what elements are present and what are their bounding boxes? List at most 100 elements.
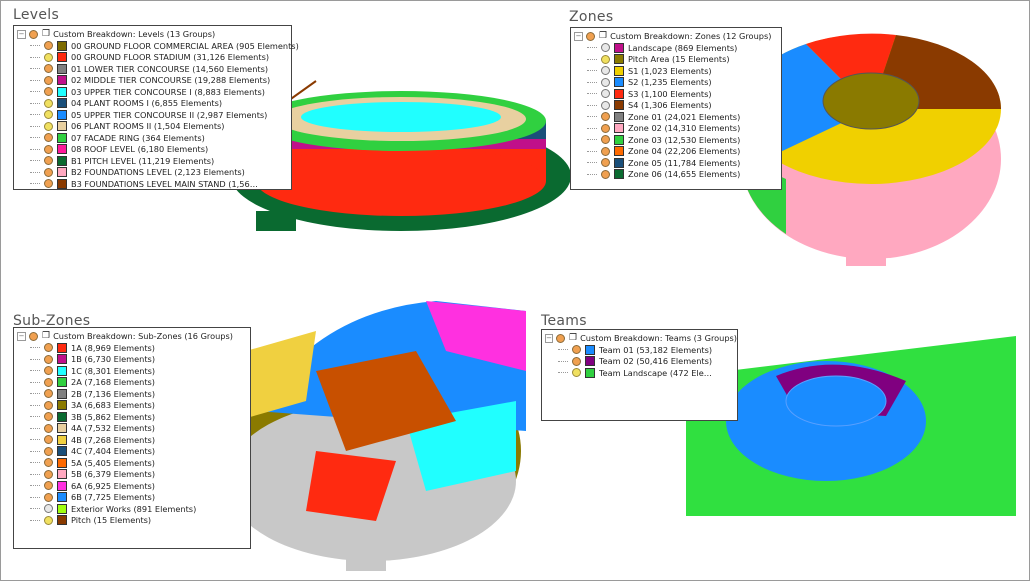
visibility-dot-icon[interactable] xyxy=(44,75,53,85)
visibility-dot-icon[interactable] xyxy=(572,356,581,366)
visibility-dot-icon[interactable] xyxy=(44,469,53,479)
visibility-dot-icon[interactable] xyxy=(44,458,53,468)
visibility-dot-icon[interactable] xyxy=(44,446,53,456)
visibility-dot-icon[interactable] xyxy=(601,66,610,76)
tree-item[interactable]: Team Landscape (472 Ele… xyxy=(558,367,737,379)
tree-item[interactable]: Team 01 (53,182 Elements) xyxy=(558,344,737,356)
tree-item[interactable]: Zone 02 (14,310 Elements) xyxy=(587,123,781,135)
visibility-dot-icon[interactable] xyxy=(44,400,53,410)
tree-item[interactable]: Zone 04 (22,206 Elements) xyxy=(587,146,781,158)
visibility-dot-icon[interactable] xyxy=(572,345,581,355)
collapse-icon[interactable]: − xyxy=(17,331,26,341)
visibility-dot-icon[interactable] xyxy=(44,343,53,353)
tree-item[interactable]: 04 PLANT ROOMS I (6,855 Elements) xyxy=(30,98,291,110)
visibility-dot-icon[interactable] xyxy=(601,54,610,64)
tree-item[interactable]: 3A (6,683 Elements) xyxy=(30,400,250,412)
visibility-dot-icon[interactable] xyxy=(44,87,53,97)
visibility-dot-icon[interactable] xyxy=(44,366,53,376)
tree-item[interactable]: Zone 05 (11,784 Elements) xyxy=(587,157,781,169)
visibility-dot-icon[interactable] xyxy=(601,100,610,110)
visibility-dot-icon[interactable] xyxy=(586,31,595,41)
visibility-dot-icon[interactable] xyxy=(44,377,53,387)
collapse-icon[interactable]: − xyxy=(574,31,583,41)
visibility-dot-icon[interactable] xyxy=(44,156,53,166)
tree-item[interactable]: S3 (1,100 Elements) xyxy=(587,88,781,100)
visibility-dot-icon[interactable] xyxy=(44,133,53,143)
visibility-dot-icon[interactable] xyxy=(29,331,38,341)
tree-item[interactable]: B2 FOUNDATIONS LEVEL (2,123 Elements) xyxy=(30,167,291,179)
tree-item[interactable]: 03 UPPER TIER CONCOURSE I (8,883 Element… xyxy=(30,86,291,98)
visibility-dot-icon[interactable] xyxy=(44,423,53,433)
tree-item[interactable]: 3B (5,862 Elements) xyxy=(30,411,250,423)
tree-item[interactable]: 4B (7,268 Elements) xyxy=(30,434,250,446)
visibility-dot-icon[interactable] xyxy=(44,492,53,502)
tree-item[interactable]: 01 LOWER TIER CONCOURSE (14,560 Elements… xyxy=(30,63,291,75)
visibility-dot-icon[interactable] xyxy=(601,135,610,145)
tree-item[interactable]: 08 ROOF LEVEL (6,180 Elements) xyxy=(30,144,291,156)
tree-item[interactable]: S1 (1,023 Elements) xyxy=(587,65,781,77)
visibility-dot-icon[interactable] xyxy=(44,435,53,445)
tree-item[interactable]: Zone 01 (24,021 Elements) xyxy=(587,111,781,123)
visibility-dot-icon[interactable] xyxy=(44,389,53,399)
tree-item[interactable]: 6A (6,925 Elements) xyxy=(30,480,250,492)
visibility-dot-icon[interactable] xyxy=(601,77,610,87)
tree-item[interactable]: 2B (7,136 Elements) xyxy=(30,388,250,400)
tree-root[interactable]: − ❐ Custom Breakdown: Sub-Zones (16 Groups… xyxy=(17,330,250,342)
visibility-dot-icon[interactable] xyxy=(556,333,565,343)
visibility-dot-icon[interactable] xyxy=(44,179,53,189)
visibility-dot-icon[interactable] xyxy=(44,504,53,514)
visibility-dot-icon[interactable] xyxy=(44,412,53,422)
tree-item[interactable]: 1B (6,730 Elements) xyxy=(30,354,250,366)
tree-item[interactable]: 00 GROUND FLOOR STADIUM (31,126 Elements… xyxy=(30,52,291,64)
tree-item[interactable]: Team 02 (50,416 Elements) xyxy=(558,356,737,368)
visibility-dot-icon[interactable] xyxy=(44,110,53,120)
visibility-dot-icon[interactable] xyxy=(44,52,53,62)
tree-item[interactable]: 4C (7,404 Elements) xyxy=(30,446,250,458)
visibility-dot-icon[interactable] xyxy=(44,515,53,525)
tree-item[interactable]: 02 MIDDLE TIER CONCOURSE (19,288 Element… xyxy=(30,75,291,87)
tree-item[interactable]: Zone 06 (14,655 Elements) xyxy=(587,169,781,181)
visibility-dot-icon[interactable] xyxy=(44,64,53,74)
visibility-dot-icon[interactable] xyxy=(601,146,610,156)
visibility-dot-icon[interactable] xyxy=(601,158,610,168)
visibility-dot-icon[interactable] xyxy=(44,144,53,154)
tree-root[interactable]: − ❐ Custom Breakdown: Levels (13 Groups) xyxy=(17,28,291,40)
visibility-dot-icon[interactable] xyxy=(601,43,610,53)
visibility-dot-icon[interactable] xyxy=(44,167,53,177)
visibility-dot-icon[interactable] xyxy=(44,41,53,51)
visibility-dot-icon[interactable] xyxy=(44,481,53,491)
tree-item[interactable]: 05 UPPER TIER CONCOURSE II (2,987 Elemen… xyxy=(30,109,291,121)
tree-item[interactable]: 6B (7,725 Elements) xyxy=(30,492,250,504)
tree-item[interactable]: S4 (1,306 Elements) xyxy=(587,100,781,112)
tree-item[interactable]: 1C (8,301 Elements) xyxy=(30,365,250,377)
tree-item[interactable]: Landscape (869 Elements) xyxy=(587,42,781,54)
tree-item[interactable]: B3 FOUNDATIONS LEVEL MAIN STAND (1,56… xyxy=(30,178,291,190)
tree-item[interactable]: 00 GROUND FLOOR COMMERCIAL AREA (905 Ele… xyxy=(30,40,299,52)
tree-item[interactable]: 07 FACADE RING (364 Elements) xyxy=(30,132,291,144)
tree-item[interactable]: Pitch (15 Elements) xyxy=(30,515,250,527)
tree-item[interactable]: Zone 03 (12,530 Elements) xyxy=(587,134,781,146)
visibility-dot-icon[interactable] xyxy=(601,169,610,179)
visibility-dot-icon[interactable] xyxy=(44,354,53,364)
collapse-icon[interactable]: − xyxy=(545,333,553,343)
tree-item[interactable]: S2 (1,235 Elements) xyxy=(587,77,781,89)
tree-item[interactable]: B1 PITCH LEVEL (11,219 Elements) xyxy=(30,155,291,167)
collapse-icon[interactable]: − xyxy=(17,29,26,39)
tree-item[interactable]: 2A (7,168 Elements) xyxy=(30,377,250,389)
tree-item[interactable]: 06 PLANT ROOMS II (1,504 Elements) xyxy=(30,121,291,133)
tree-root[interactable]: − ❐ Custom Breakdown: Zones (12 Groups) xyxy=(574,30,781,42)
tree-item[interactable]: Pitch Area (15 Elements) xyxy=(587,54,781,66)
visibility-dot-icon[interactable] xyxy=(601,112,610,122)
visibility-dot-icon[interactable] xyxy=(29,29,38,39)
tree-item[interactable]: 5A (5,405 Elements) xyxy=(30,457,250,469)
visibility-dot-icon[interactable] xyxy=(601,89,610,99)
tree-item[interactable]: 5B (6,379 Elements) xyxy=(30,469,250,481)
tree-root[interactable]: − ❐ Custom Breakdown: Teams (3 Groups) xyxy=(545,332,737,344)
visibility-dot-icon[interactable] xyxy=(44,121,53,131)
visibility-dot-icon[interactable] xyxy=(44,98,53,108)
visibility-dot-icon[interactable] xyxy=(601,123,610,133)
tree-item[interactable]: 4A (7,532 Elements) xyxy=(30,423,250,435)
tree-item[interactable]: Exterior Works (891 Elements) xyxy=(30,503,250,515)
visibility-dot-icon[interactable] xyxy=(572,368,581,378)
tree-item[interactable]: 1A (8,969 Elements) xyxy=(30,342,250,354)
